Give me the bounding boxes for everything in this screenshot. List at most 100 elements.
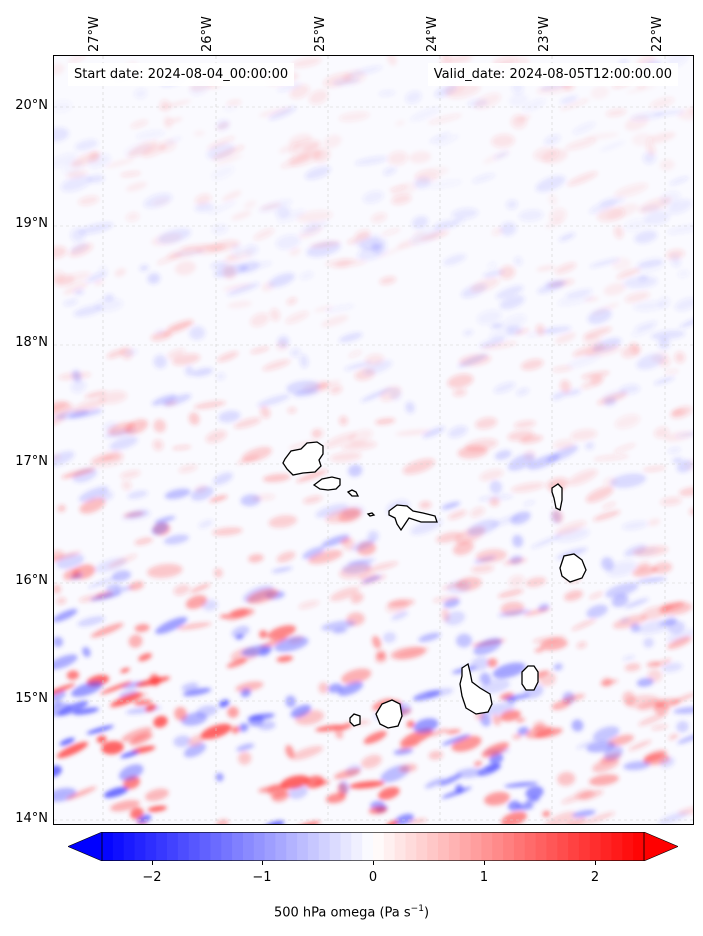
omega-positive-cell: [298, 600, 320, 609]
omega-positive-cell: [492, 227, 504, 236]
colorbar-level: [622, 832, 634, 861]
omega-negative-cell: [490, 514, 521, 528]
omega-negative-cell: [500, 222, 517, 236]
omega-positive-cell: [61, 468, 96, 479]
omega-negative-cell: [635, 257, 665, 272]
omega-negative-cell: [410, 107, 441, 122]
omega-negative-cell: [299, 354, 309, 368]
omega-negative-cell: [679, 315, 693, 328]
omega-negative-cell: [118, 689, 138, 698]
omega-negative-cell: [622, 655, 635, 661]
omega-negative-cell: [493, 382, 516, 394]
omega-negative-cell: [502, 314, 527, 329]
field-background: [54, 56, 693, 824]
omega-negative-cell: [676, 459, 693, 473]
omega-positive-cell: [241, 446, 272, 463]
omega-negative-cell: [348, 464, 363, 477]
island-sao-vicente: [312, 476, 341, 491]
omega-negative-cell: [522, 98, 546, 112]
omega-positive-cell: [209, 495, 228, 503]
colorbar-level: [557, 832, 569, 861]
omega-negative-cell: [439, 774, 462, 786]
omega-positive-cell: [484, 791, 510, 806]
omega-negative-cell: [257, 394, 291, 407]
omega-positive-cell: [150, 331, 172, 341]
omega-negative-cell: [240, 688, 251, 698]
omega-negative-cell: [567, 353, 601, 368]
omega-positive-cell: [536, 83, 572, 94]
omega-positive-cell: [643, 750, 667, 762]
omega-positive-cell: [551, 700, 571, 711]
island-sao-nicolau-a: [366, 512, 376, 517]
omega-negative-cell: [592, 726, 620, 742]
omega-negative-cell: [362, 575, 382, 584]
omega-positive-cell: [127, 140, 159, 158]
omega-negative-cell: [643, 637, 654, 648]
omega-positive-cell: [677, 106, 693, 121]
omega-positive-cell: [629, 342, 640, 356]
omega-positive-cell: [56, 741, 89, 759]
omega-positive-cell: [289, 247, 301, 257]
omega-positive-cell: [79, 497, 106, 514]
omega-positive-cell: [128, 634, 143, 648]
omega-positive-cell: [149, 673, 160, 687]
omega-positive-cell: [406, 720, 415, 728]
omega-negative-cell: [667, 224, 693, 234]
omega-negative-cell: [634, 230, 658, 244]
omega-positive-cell: [659, 159, 675, 171]
omega-positive-cell: [636, 561, 650, 570]
colorbar-tickmark: [262, 861, 263, 865]
omega-positive-cell: [141, 144, 167, 158]
omega-negative-cell: [673, 706, 693, 714]
omega-negative-cell: [183, 743, 207, 758]
omega-negative-cell: [163, 534, 189, 545]
omega-positive-cell: [225, 608, 249, 621]
omega-negative-cell: [576, 740, 597, 749]
omega-positive-cell: [66, 670, 79, 680]
omega-negative-cell: [624, 598, 649, 609]
colorbar-level: [340, 832, 352, 861]
omega-negative-cell: [103, 786, 129, 798]
omega-negative-cell: [560, 95, 578, 104]
omega-negative-cell: [216, 119, 230, 131]
omega-negative-cell: [127, 509, 149, 519]
omega-negative-cell: [606, 560, 637, 577]
omega-negative-cell: [118, 764, 144, 781]
island-brava: [349, 713, 361, 727]
omega-negative-cell: [274, 636, 309, 652]
omega-negative-cell: [572, 809, 596, 818]
omega-field-map: [54, 56, 693, 824]
omega-positive-cell: [452, 388, 467, 397]
omega-positive-cell: [193, 130, 205, 137]
omega-positive-cell: [632, 545, 669, 557]
omega-positive-cell: [134, 537, 153, 546]
omega-positive-cell: [664, 369, 679, 375]
omega-positive-cell: [78, 593, 105, 603]
omega-positive-cell: [534, 648, 544, 653]
omega-negative-cell: [585, 441, 595, 450]
colorbar-level: [275, 832, 287, 861]
omega-negative-cell: [467, 519, 499, 536]
colorbar-tick-label: 2: [590, 870, 600, 885]
omega-negative-cell: [441, 734, 471, 746]
omega-positive-cell: [413, 231, 427, 237]
omega-positive-cell: [507, 430, 535, 441]
omega-negative-cell: [455, 768, 484, 779]
omega-negative-cell: [378, 90, 395, 96]
omega-positive-cell: [525, 577, 547, 588]
colorbar: [68, 832, 678, 861]
omega-positive-cell: [520, 359, 544, 371]
omega-positive-cell: [138, 653, 152, 662]
omega-positive-cell: [216, 819, 229, 824]
omega-negative-cell: [59, 737, 75, 746]
omega-negative-cell: [621, 520, 648, 530]
colorbar-level: [394, 832, 407, 861]
map-panel[interactable]: [53, 55, 694, 825]
omega-positive-cell: [551, 509, 564, 524]
omega-negative-cell: [482, 269, 505, 278]
omega-positive-cell: [200, 723, 232, 740]
island-fogo: [375, 699, 403, 729]
omega-positive-cell: [665, 249, 685, 260]
omega-negative-cell: [327, 683, 343, 694]
omega-positive-cell: [130, 119, 148, 129]
